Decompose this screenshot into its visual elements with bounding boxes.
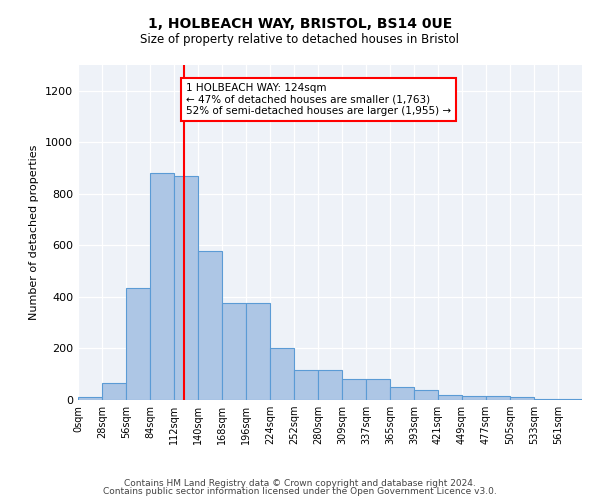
Bar bbox=[222, 304, 246, 400]
Y-axis label: Number of detached properties: Number of detached properties bbox=[29, 145, 40, 320]
Text: Contains HM Land Registry data © Crown copyright and database right 2024.: Contains HM Land Registry data © Crown c… bbox=[124, 478, 476, 488]
Bar bbox=[510, 398, 534, 400]
Bar bbox=[534, 398, 558, 400]
Bar bbox=[78, 398, 102, 400]
Bar bbox=[438, 395, 462, 400]
Bar bbox=[102, 383, 126, 400]
Bar bbox=[126, 288, 150, 400]
Bar bbox=[150, 173, 174, 400]
Text: 1, HOLBEACH WAY, BRISTOL, BS14 0UE: 1, HOLBEACH WAY, BRISTOL, BS14 0UE bbox=[148, 18, 452, 32]
Bar bbox=[486, 396, 510, 400]
Text: Size of property relative to detached houses in Bristol: Size of property relative to detached ho… bbox=[140, 32, 460, 46]
Bar bbox=[174, 176, 198, 400]
Text: Contains public sector information licensed under the Open Government Licence v3: Contains public sector information licen… bbox=[103, 487, 497, 496]
Bar bbox=[390, 387, 414, 400]
Bar bbox=[318, 370, 342, 400]
Bar bbox=[414, 390, 438, 400]
Bar bbox=[270, 348, 294, 400]
Bar bbox=[366, 380, 390, 400]
Bar bbox=[294, 370, 318, 400]
Bar bbox=[246, 304, 270, 400]
Bar bbox=[198, 250, 222, 400]
Text: 1 HOLBEACH WAY: 124sqm
← 47% of detached houses are smaller (1,763)
52% of semi-: 1 HOLBEACH WAY: 124sqm ← 47% of detached… bbox=[186, 83, 451, 116]
Bar bbox=[462, 396, 486, 400]
Bar bbox=[558, 398, 582, 400]
Bar bbox=[342, 380, 366, 400]
